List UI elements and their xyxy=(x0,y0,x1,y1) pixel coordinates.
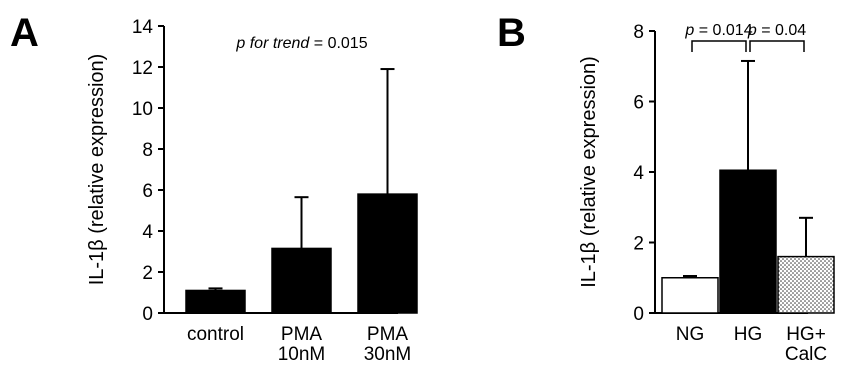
panel-b-bar xyxy=(661,277,719,314)
panel-b-bar xyxy=(719,169,777,314)
panel-a-y-tick-label: 6 xyxy=(142,181,153,202)
panel-b-category-label: NG xyxy=(676,324,705,345)
panel-b-comparison-label: p = 0.04 xyxy=(747,22,806,39)
panel-b-comparison-label: p = 0.014 xyxy=(684,22,752,39)
panel-b: B 0 2 4 6 8 IL-1β (relative expression) NG HG HG+… xyxy=(497,11,835,365)
panel-a-letter: A xyxy=(10,11,39,55)
panel-a-y-tick-label: 2 xyxy=(142,263,153,284)
panel-a-y-axis-label: IL-1β (relative expression) xyxy=(86,54,108,286)
panel-a-y-tick-label: 10 xyxy=(132,99,153,120)
panel-a-y-tick-label: 8 xyxy=(142,140,153,161)
panel-a-category-label: PMA 10nM xyxy=(278,324,326,365)
panel-a-category-label: control xyxy=(187,324,244,345)
panel-a-trend-annotation: p for trend = 0.015 xyxy=(235,35,367,52)
panel-b-category-label: HG+ CalC xyxy=(785,324,827,365)
panel-b-y-tick-label: 6 xyxy=(633,93,644,114)
panel-a-category-label: PMA 30nM xyxy=(364,324,412,365)
panel-b-letter: B xyxy=(497,11,526,55)
panel-b-y-tick-label: 0 xyxy=(633,304,644,325)
panel-a-bar xyxy=(271,247,332,314)
panel-a: A 0 2 4 6 8 10 12 14 IL-1β (relative expression) c… xyxy=(10,11,418,365)
panel-b-y-axis-label: IL-1β (relative expression) xyxy=(578,56,600,288)
panel-a-y-tick-label: 12 xyxy=(132,58,153,79)
panel-b-comparison-bracket xyxy=(749,40,805,52)
panel-b-y-tick-label: 2 xyxy=(633,234,644,255)
panel-a-y-tick-label: 4 xyxy=(142,222,153,243)
panel-b-category-label: HG xyxy=(734,324,763,345)
panel-b-y-tick-label: 8 xyxy=(633,22,644,43)
panel-a-y-tick-label: 14 xyxy=(132,17,154,38)
panel-a-bar xyxy=(357,193,418,314)
panel-b-bar xyxy=(777,255,835,314)
panel-a-y-tick-label: 0 xyxy=(142,304,153,325)
panel-b-y-tick-label: 4 xyxy=(633,163,644,184)
panel-b-comparison-bracket xyxy=(691,40,747,52)
panel-a-bar xyxy=(185,289,246,314)
